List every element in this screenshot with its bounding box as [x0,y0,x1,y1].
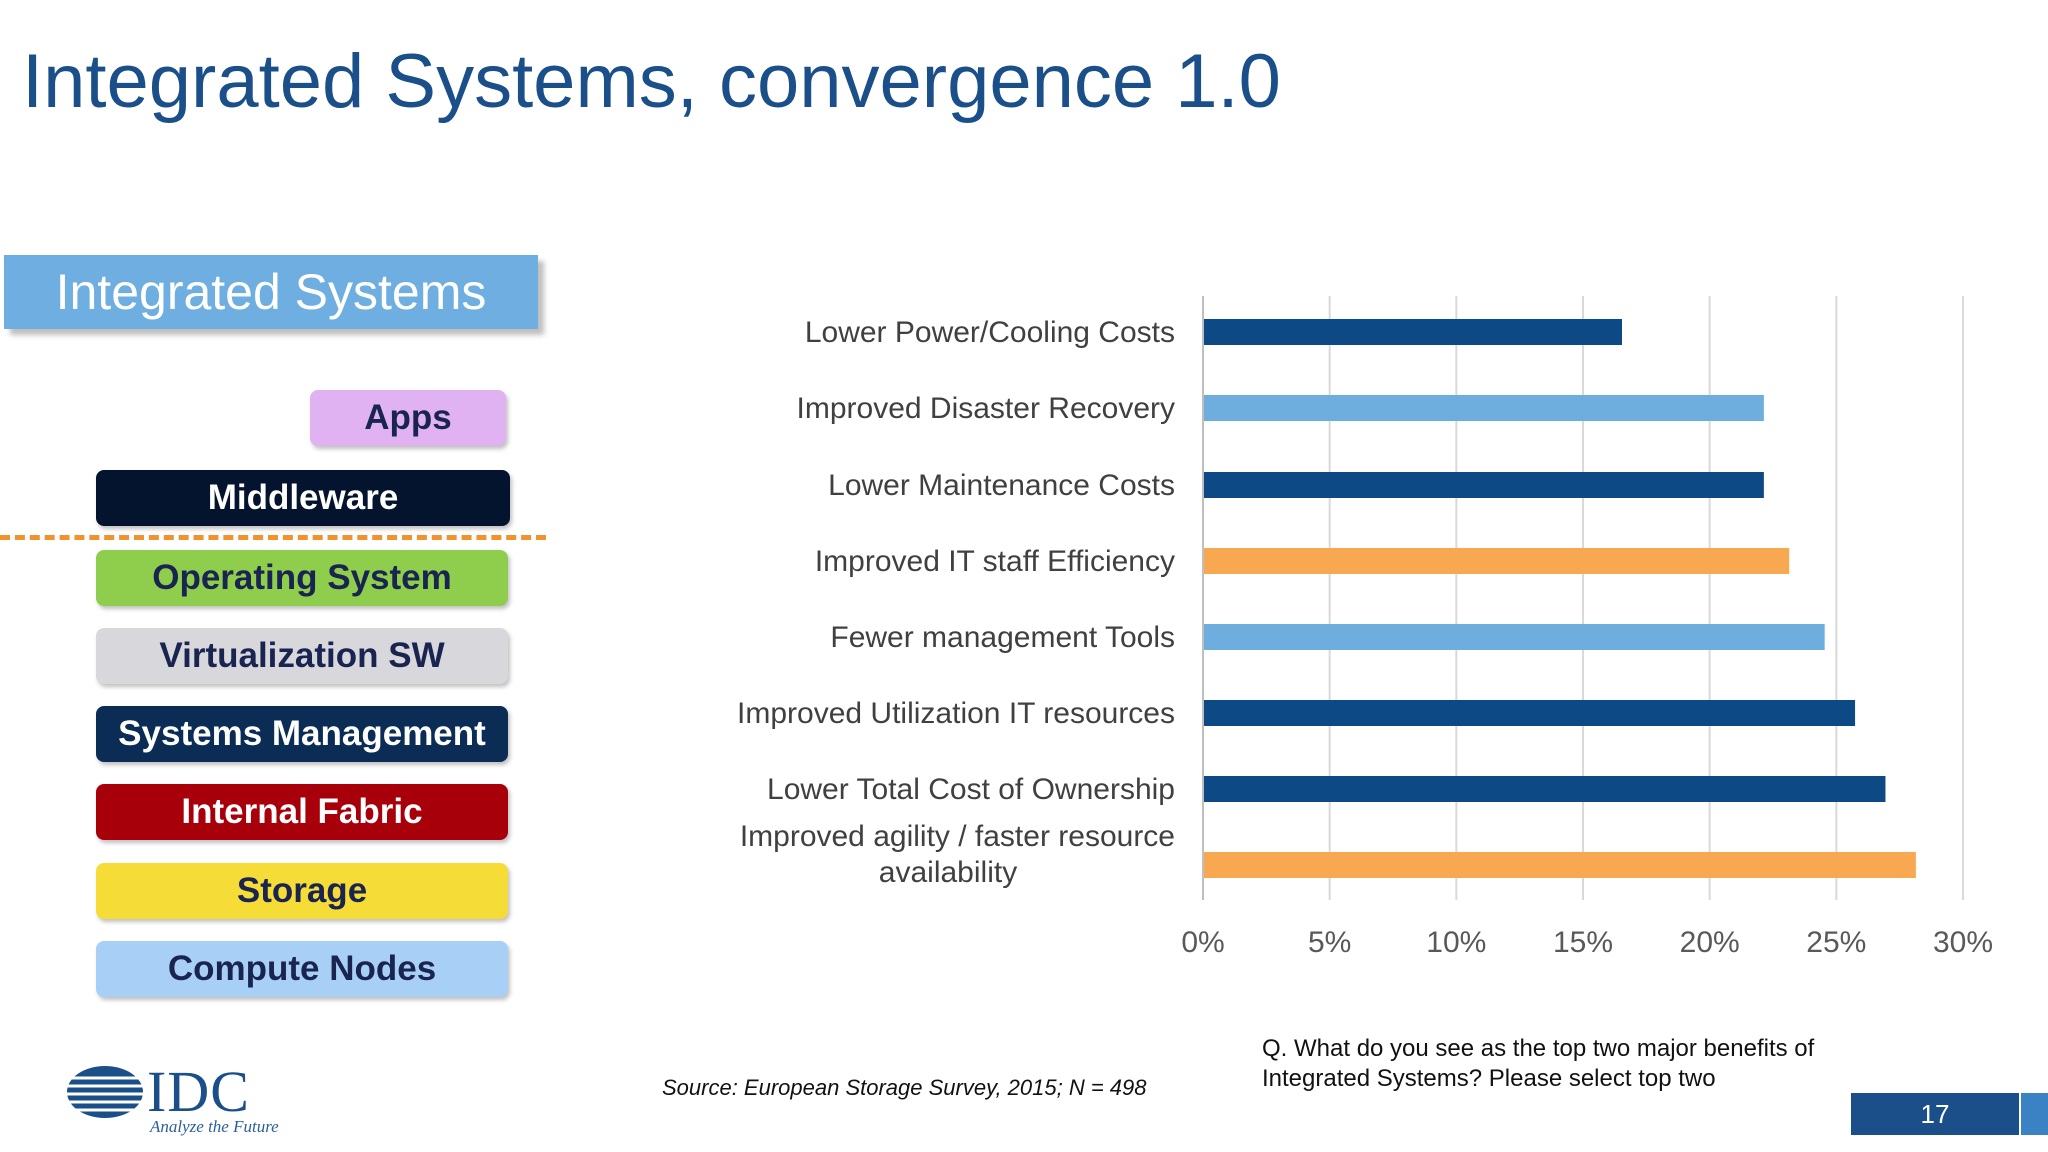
layer-apps: Apps [310,390,506,446]
x-tick-label: 15% [1553,926,1613,959]
idc-logo-text: IDC [147,1059,250,1124]
category-label: Improved agility / faster resource [740,820,1175,853]
x-tick-label: 10% [1426,926,1486,959]
x-tick-label: 30% [1933,926,1993,959]
layer-systems-management: Systems Management [96,706,508,762]
layer-middleware: Middleware [96,470,510,526]
layer-operating-system: Operating System [96,550,508,606]
page-number: 17 [1851,1093,2019,1135]
x-tick-label: 20% [1680,926,1740,959]
bar [1204,624,1825,650]
bar [1204,852,1916,878]
layer-compute-nodes: Compute Nodes [96,941,508,997]
x-tick-label: 25% [1806,926,1866,959]
layer-internal-fabric: Internal Fabric [96,784,508,840]
x-tick-label: 5% [1308,926,1351,959]
bar [1204,319,1622,345]
bar [1204,776,1886,802]
category-label: Improved IT staff Efficiency [815,545,1175,578]
bar [1204,472,1764,498]
bar [1204,395,1764,421]
idc-tagline: Analyze the Future [150,1117,279,1136]
source-note: Source: European Storage Survey, 2015; N… [662,1075,1147,1100]
x-tick-label: 0% [1181,926,1224,959]
category-label: Improved Disaster Recovery [797,392,1175,425]
layer-storage: Storage [96,863,508,919]
bar [1204,548,1790,574]
section-label: Integrated Systems [4,255,538,329]
category-label: Improved Utilization IT resources [737,697,1175,730]
page-corner-accent [2021,1093,2048,1135]
category-label-line2: availability [879,856,1017,889]
idc-globe-icon [63,1066,147,1118]
category-label: Lower Power/Cooling Costs [805,316,1175,349]
survey-question: Q. What do you see as the top two major … [1262,1035,1815,1092]
stack-divider-line [0,535,546,540]
bar [1204,700,1856,726]
slide-title: Integrated Systems, convergence 1.0 [22,39,1281,124]
layer-virtualization-sw: Virtualization SW [96,628,508,684]
category-label: Fewer management Tools [830,621,1175,654]
category-label: Lower Total Cost of Ownership [767,773,1175,806]
category-label: Lower Maintenance Costs [828,469,1175,502]
